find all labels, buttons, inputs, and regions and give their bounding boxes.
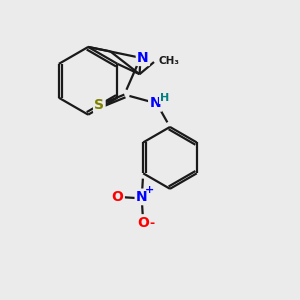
Text: O: O [112, 190, 124, 204]
Text: N: N [137, 51, 149, 65]
Text: +: + [145, 184, 154, 194]
Text: S: S [94, 98, 104, 112]
Text: H: H [160, 92, 170, 103]
Text: N: N [149, 96, 161, 110]
Text: O: O [137, 215, 149, 230]
Text: -: - [149, 218, 154, 230]
Text: CH₃: CH₃ [158, 56, 179, 66]
Text: N: N [136, 190, 148, 204]
